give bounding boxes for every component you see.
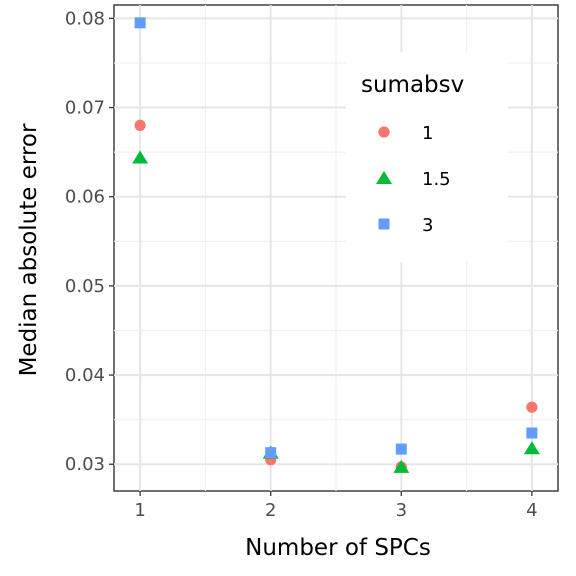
legend-title: sumabsv (361, 72, 464, 98)
legend-label: 1 (422, 123, 433, 144)
y-tick-label: 0.08 (65, 8, 105, 29)
y-tick-label: 0.06 (65, 187, 105, 208)
y-axis: 0.03 0.04 0.05 0.06 0.07 0.08 (65, 8, 114, 475)
y-tick-label: 0.05 (65, 276, 105, 297)
legend-key-square (378, 218, 390, 230)
y-tick-label: 0.04 (65, 365, 105, 386)
legend-label: 3 (422, 215, 433, 236)
y-tick-label: 0.03 (65, 454, 105, 475)
x-tick-label: 4 (526, 500, 537, 521)
y-tick-label: 0.07 (65, 98, 105, 119)
x-tick-label: 2 (265, 500, 276, 521)
data-point-triangle (132, 150, 149, 164)
legend-key-triangle (376, 171, 392, 184)
legend-label: 1.5 (422, 169, 451, 190)
x-axis-title: Number of SPCs (245, 535, 431, 561)
data-point-square (134, 17, 146, 29)
data-point-triangle (523, 441, 540, 455)
data-points (132, 17, 540, 473)
data-point-square (526, 427, 538, 439)
legend-key-circle (378, 126, 390, 138)
legend: sumabsv 1 1.5 3 (346, 52, 508, 262)
data-point-circle (134, 119, 146, 131)
x-axis: 1 2 3 4 (134, 491, 538, 521)
data-point-square (395, 443, 407, 455)
x-tick-label: 1 (134, 500, 145, 521)
data-point-circle (526, 401, 538, 413)
grid (114, 5, 558, 491)
y-axis-title: Median absolute error (16, 123, 42, 376)
data-point-triangle (393, 459, 410, 473)
legend-background (346, 52, 508, 262)
x-tick-label: 3 (396, 500, 407, 521)
data-point-square (265, 447, 277, 459)
